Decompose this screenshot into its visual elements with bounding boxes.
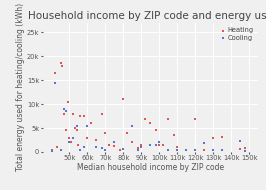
Heating	[49, 148, 54, 151]
Heating	[143, 117, 147, 120]
Heating	[60, 64, 64, 67]
Cooling	[121, 148, 126, 151]
Cooling	[153, 143, 158, 146]
Heating	[85, 136, 90, 139]
Heating	[82, 115, 86, 118]
Heating	[69, 141, 73, 144]
Cooling	[130, 124, 134, 127]
Cooling	[166, 148, 170, 151]
Cooling	[58, 148, 63, 151]
Heating	[157, 143, 161, 146]
Heating	[220, 135, 224, 138]
Cooling	[193, 148, 197, 151]
Heating	[76, 143, 81, 146]
Heating	[53, 71, 57, 74]
Cooling	[94, 146, 98, 149]
Cooling	[82, 146, 86, 149]
Cooling	[157, 141, 161, 144]
Legend: Heating, Cooling: Heating, Cooling	[220, 26, 255, 42]
Heating	[161, 143, 165, 146]
Heating	[121, 98, 126, 101]
Heating	[89, 122, 93, 125]
Heating	[67, 136, 72, 139]
Heating	[130, 141, 134, 144]
Cooling	[211, 148, 215, 151]
Heating	[153, 129, 158, 132]
Cooling	[67, 141, 72, 144]
Cooling	[184, 148, 188, 151]
Heating	[193, 117, 197, 120]
Cooling	[85, 124, 90, 127]
X-axis label: Median household income by ZIP code: Median household income by ZIP code	[77, 163, 224, 172]
Heating	[71, 112, 75, 115]
Heating	[78, 115, 82, 118]
Heating	[238, 148, 242, 151]
Cooling	[49, 149, 54, 152]
Cooling	[78, 148, 82, 151]
Heating	[94, 139, 98, 142]
Heating	[184, 148, 188, 151]
Heating	[74, 129, 79, 132]
Heating	[112, 145, 117, 148]
Heating	[202, 148, 206, 151]
Cooling	[62, 107, 66, 110]
Cooling	[100, 147, 104, 150]
Heating	[125, 131, 129, 134]
Heating	[211, 136, 215, 139]
Y-axis label: Total energy used for heating/cooling (kWh): Total energy used for heating/cooling (k…	[16, 3, 25, 171]
Heating	[107, 143, 111, 146]
Heating	[139, 143, 143, 146]
Cooling	[243, 149, 248, 152]
Cooling	[139, 146, 143, 149]
Cooling	[136, 148, 140, 151]
Cooling	[74, 124, 79, 127]
Cooling	[238, 140, 242, 143]
Heating	[62, 112, 66, 115]
Cooling	[53, 81, 57, 84]
Cooling	[220, 148, 224, 151]
Heating	[100, 112, 104, 115]
Cooling	[64, 110, 68, 113]
Heating	[243, 147, 248, 150]
Cooling	[148, 143, 152, 146]
Heating	[73, 127, 77, 130]
Heating	[172, 134, 176, 137]
Cooling	[112, 141, 117, 144]
Heating	[103, 131, 107, 134]
Heating	[55, 146, 59, 149]
Heating	[136, 147, 140, 150]
Heating	[58, 62, 63, 65]
Cooling	[202, 142, 206, 145]
Heating	[118, 148, 122, 151]
Cooling	[71, 136, 75, 139]
Title: Household income by ZIP code and energy use: Household income by ZIP code and energy …	[28, 11, 266, 21]
Heating	[166, 117, 170, 120]
Cooling	[175, 148, 179, 151]
Heating	[65, 100, 70, 103]
Heating	[148, 122, 152, 125]
Cooling	[103, 148, 107, 151]
Heating	[64, 129, 68, 132]
Heating	[175, 146, 179, 149]
